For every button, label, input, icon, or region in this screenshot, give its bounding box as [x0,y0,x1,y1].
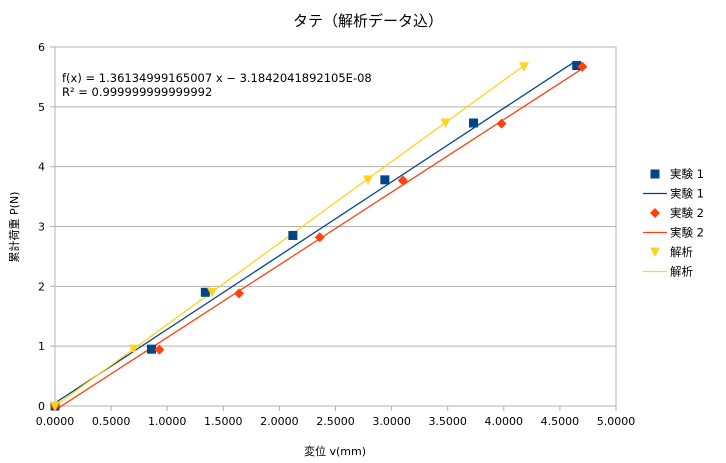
legend-marker [650,169,660,179]
data-point [363,175,374,185]
trendline [54,61,575,404]
x-tick-label: 5.0000 [597,415,636,428]
plot-area [54,46,617,407]
data-point [469,118,479,128]
legend-marker [650,247,660,257]
plot-frame [54,46,617,407]
x-tick-label: 3.0000 [372,415,411,428]
data-point [288,230,298,240]
legend-label: 実験 1 [670,167,704,181]
legend-label: 解析 [670,265,693,279]
y-tick-label: 0 [38,400,45,413]
x-tick-label: 4.0000 [485,415,524,428]
data-point [518,62,529,72]
y-tick-label: 1 [38,340,45,353]
data-point [572,61,582,71]
y-tick-label: 3 [38,221,45,234]
x-axis-tick-labels: 0.0000 0.5000 1.0000 1.5000 2.0000 2.5000 3.00… [36,415,636,428]
data-point [496,118,507,129]
trendline-equation: f(x) = 1.36134999165007 x − 3.1842041892… [62,71,372,85]
legend-label: 実験 1 [670,187,704,201]
y-tick-label: 6 [38,41,45,54]
y-tick-label: 5 [38,101,45,114]
x-tick-label: 0.0000 [36,415,75,428]
y-tick-label: 4 [38,161,45,174]
data-point [128,344,139,355]
legend-marker [650,208,660,218]
legend-label: 解析 [670,245,693,259]
data-point [440,118,451,128]
x-tick-label: 4.5000 [541,415,580,428]
data-point [314,232,325,243]
r-squared-label: R² = 0.999999999999992 [62,85,212,99]
data-point [577,61,588,72]
data-point [207,287,218,298]
legend-label: 実験 2 [670,206,704,220]
data-point [50,401,60,411]
data-point [146,344,156,354]
y-axis-tick-labels: 0 1 2 3 4 5 6 [38,41,45,413]
legend-label: 実験 2 [670,226,704,240]
x-tick-label: 1.5000 [204,415,243,428]
data-point [380,175,390,185]
y-axis-label: 累計荷重 P(N) [7,192,21,263]
x-tick-label: 0.5000 [92,415,131,428]
data-point [200,287,210,297]
y-tick-label: 2 [38,280,45,293]
x-tick-label: 2.0000 [260,415,299,428]
x-tick-label: 2.5000 [316,415,355,428]
x-axis-label: 変位 v(mm) [304,444,366,458]
data-point [154,344,165,355]
data-points [50,61,588,411]
data-point [397,175,408,186]
x-tick-label: 1.0000 [148,415,187,428]
data-point [234,288,245,299]
chart-title: タテ（解析データ込） [293,12,443,30]
x-tick-label: 3.5000 [428,415,467,428]
